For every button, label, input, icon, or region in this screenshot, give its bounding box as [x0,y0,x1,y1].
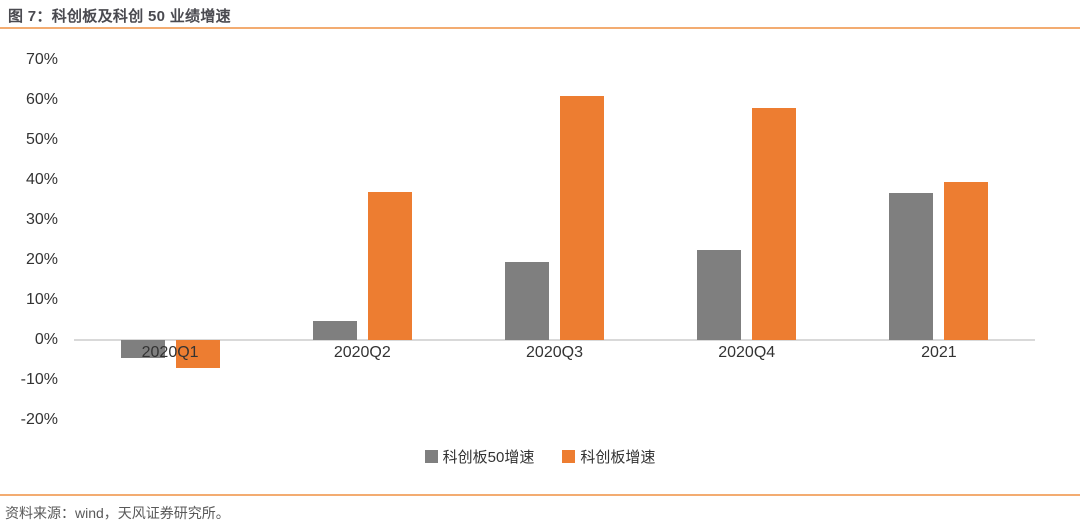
y-axis-tick-label: 20% [25,251,58,268]
x-axis-tick-label: 2021 [921,344,957,361]
x-axis-tick-label: 2020Q2 [333,344,391,361]
legend-label: 科创板增速 [580,449,656,466]
legend-swatch-icon [424,450,438,463]
bar-2020Q4-科创板50增速 [697,249,742,340]
bar-2020Q2-科创板增速 [367,192,412,340]
source-note: 资料来源：wind，天风证券研究所。 [5,505,230,521]
bar-2020Q2-科创板50增速 [312,321,357,340]
y-axis-tick-label: 10% [25,291,58,308]
y-axis-tick-label: 0% [34,331,58,348]
bar-2020Q1-科创板增速 [175,340,220,368]
x-axis-tick-label: 2020Q3 [526,344,583,361]
y-axis-tick-label: -10% [20,371,58,388]
bar-2021-科创板50增速 [889,193,934,340]
bar-2020Q3-科创板50增速 [505,261,549,340]
x-axis-tick-label: 2020Q1 [141,344,199,361]
legend-label: 科创板50增速 [442,449,535,466]
chart-legend: 科创板50增速 科创板增速 [0,446,1080,467]
x-axis-line [74,339,1035,341]
y-axis-tick-label: 40% [25,171,58,188]
bar-2020Q3-科创板增速 [560,96,604,340]
y-axis-tick-label: 60% [25,91,58,108]
legend-swatch-icon [562,450,576,463]
top-divider [0,27,1080,29]
bar-chart: 70% 60% 50% 40% 30% 20% 10% 0% -10% -20% 2020Q1 202… [20,51,1035,428]
bottom-divider [0,494,1080,496]
y-axis-tick-label: 30% [25,211,58,228]
bar-2020Q4-科创板增速 [752,108,797,340]
bar-2021-科创板增速 [944,182,989,340]
y-axis-tick-label: -20% [20,411,58,428]
x-axis-tick-label: 2020Q4 [718,344,776,361]
y-axis-tick-label: 70% [25,51,58,68]
legend-item-科创板50增速: 科创板50增速 [424,446,535,467]
y-axis-tick-label: 50% [25,131,58,148]
bar-2020Q1-科创板50增速 [120,340,165,359]
figure-title: 图 7：科创板及科创 50 业绩增速 [8,8,231,25]
legend-item-科创板增速: 科创板增速 [562,446,655,467]
